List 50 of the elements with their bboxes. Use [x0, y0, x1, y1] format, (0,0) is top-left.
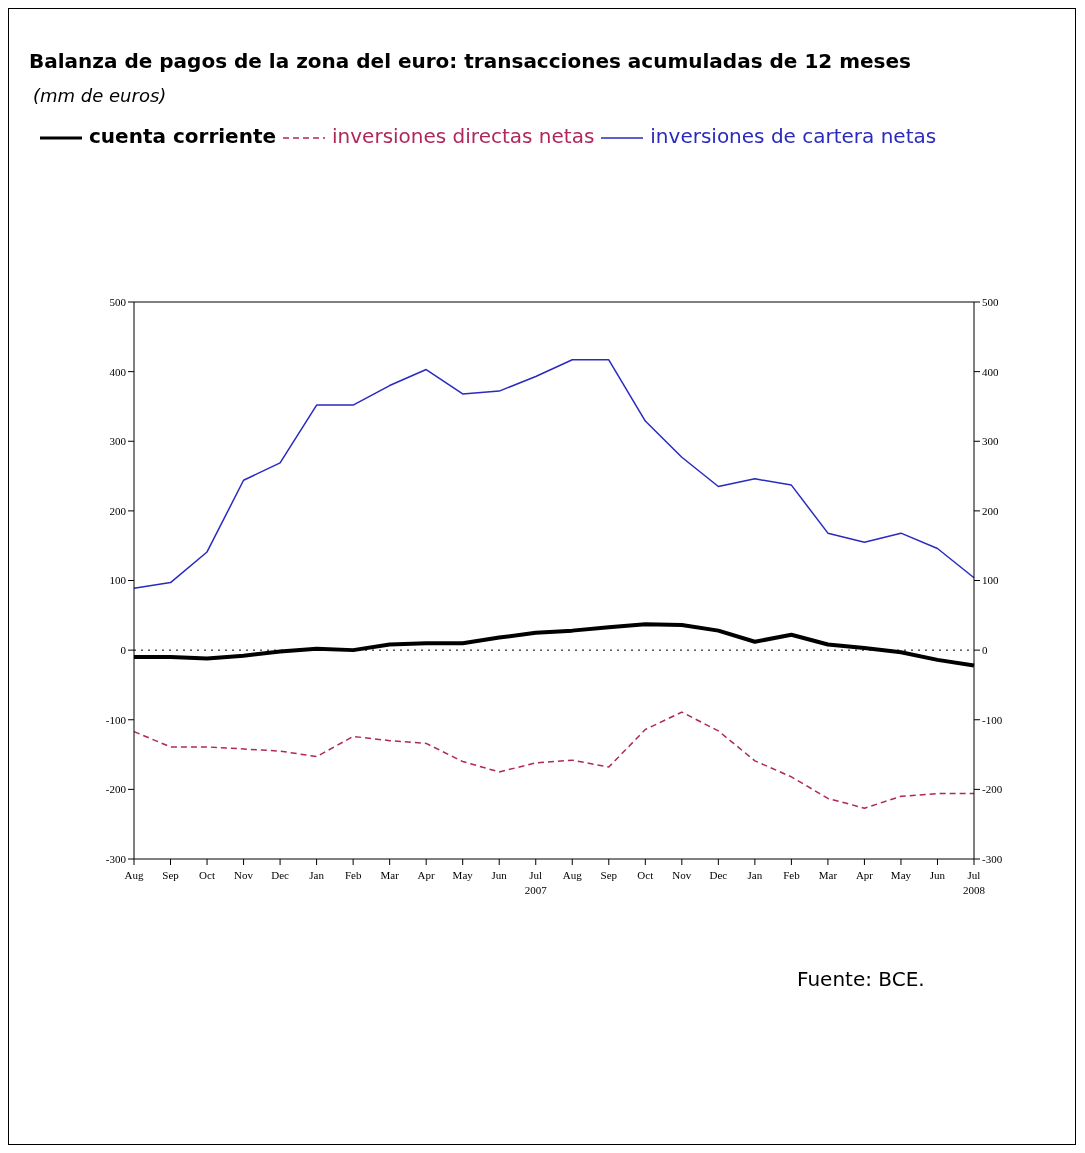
y-tick-label: 300	[109, 435, 127, 448]
x-tick-label: Sep	[162, 869, 180, 881]
x-tick-label: Apr	[855, 869, 874, 881]
x-tick-label: Mar	[380, 869, 400, 881]
x-tick-label: Sep	[600, 869, 618, 881]
chart-subtitle: (mm de euros)	[33, 85, 168, 106]
y-tick-label: -300	[105, 852, 127, 865]
legend-label: inversiones de cartera netas	[649, 124, 937, 148]
x-tick-label: Oct	[199, 869, 215, 881]
x-tick-label: Nov	[672, 869, 692, 881]
y2-tick-label: 400	[982, 365, 999, 378]
y-tick-label: 100	[109, 574, 127, 587]
x-tick-label: Apr	[417, 869, 436, 881]
line-series	[133, 711, 975, 809]
y-tick-label: 0	[120, 644, 127, 657]
x-tick-label: Oct	[637, 869, 654, 881]
legend-label: inversiones directas netas	[331, 124, 595, 148]
x-tick-label: Jun	[491, 869, 508, 881]
x-tick-label: Aug	[562, 869, 583, 881]
x-tick-label: Feb	[344, 869, 362, 881]
legend-label: cuenta corriente	[88, 124, 277, 148]
y-tick-label: 500	[109, 295, 127, 308]
y2-tick-label: 500	[982, 295, 999, 308]
x-tick-label: Jul 2007	[524, 869, 548, 896]
x-tick-label: May	[452, 869, 474, 881]
y2-tick-label: 100	[982, 574, 999, 587]
line-series	[133, 359, 975, 589]
y-tick-label: -100	[105, 713, 127, 726]
y2-tick-label: -100	[982, 713, 1003, 726]
y2-tick-label: -300	[982, 852, 1003, 865]
x-tick-label: Aug	[124, 869, 144, 881]
chart-title: Balanza de pagos de la zona del euro: transacciones acumuladas de 12 meses	[29, 49, 912, 73]
x-tick-label: Dec	[271, 869, 290, 881]
x-tick-label: Mar	[818, 869, 838, 881]
y2-tick-label: 300	[982, 435, 999, 448]
y-tick-label: 400	[109, 365, 127, 378]
y2-tick-label: -200	[982, 783, 1003, 796]
x-tick-label: May	[890, 869, 912, 881]
x-tick-label: Jan	[747, 869, 763, 881]
x-tick-label: Jan	[309, 869, 325, 881]
y2-tick-label: 200	[982, 504, 999, 517]
y2-tick-label: 0	[982, 644, 988, 657]
y-tick-label: 200	[109, 504, 127, 517]
x-tick-label: Jun	[929, 869, 946, 881]
x-tick-label: Feb	[783, 869, 801, 881]
x-tick-label: Nov	[234, 869, 254, 881]
y-tick-label: -200	[105, 783, 127, 796]
x-tick-label: Dec	[709, 869, 728, 881]
source-note: Fuente: BCE.	[797, 967, 925, 991]
x-tick-label: Jul 2008	[963, 869, 986, 896]
